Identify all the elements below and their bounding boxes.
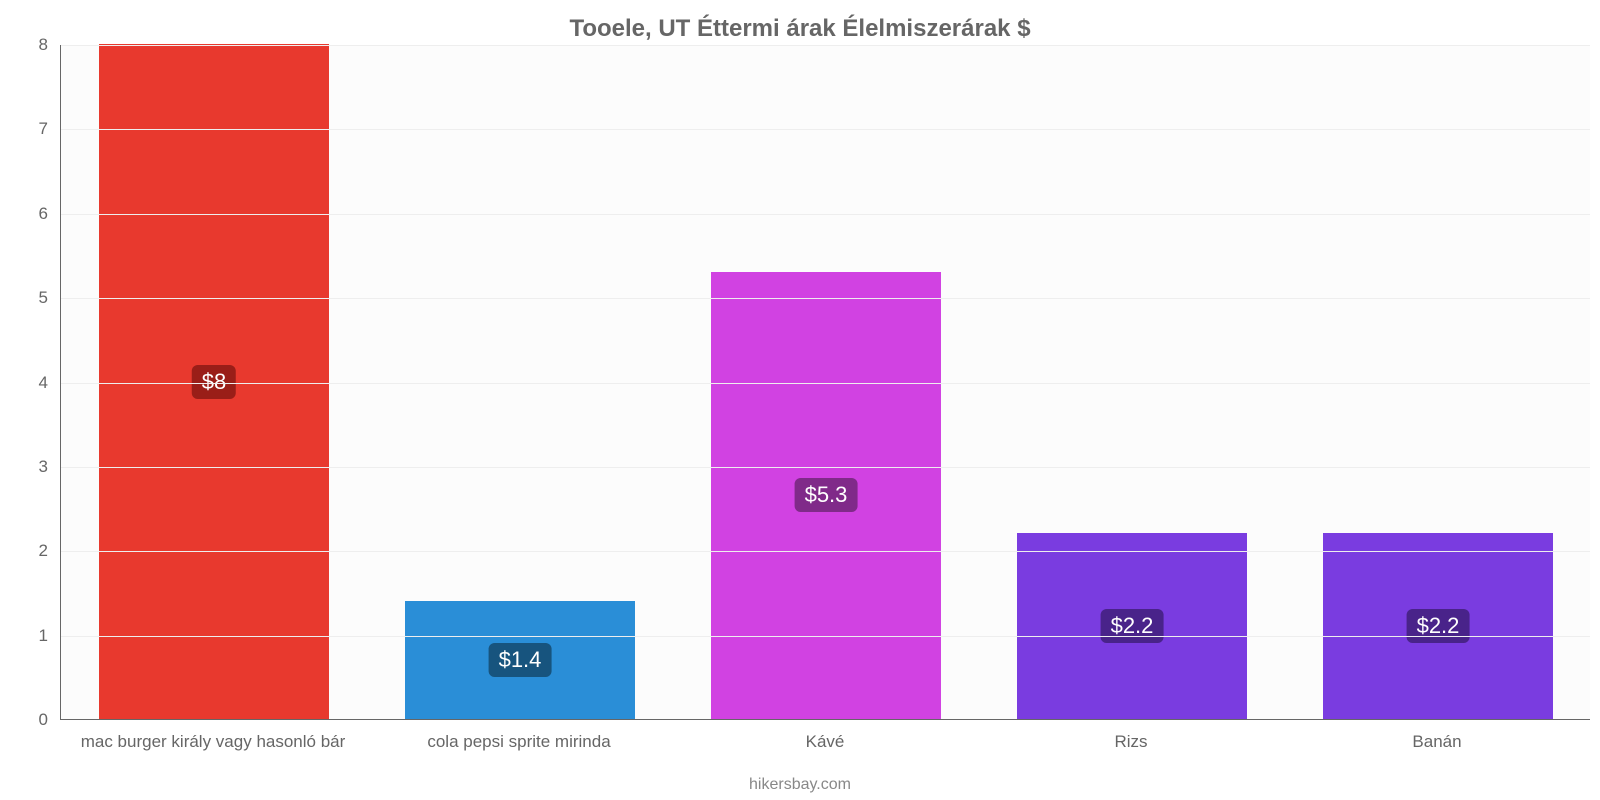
y-tick-label: 5	[0, 288, 48, 308]
gridline	[61, 551, 1590, 552]
value-badge: $1.4	[489, 643, 552, 677]
bar: $2.2	[1017, 533, 1247, 719]
y-tick-label: 6	[0, 204, 48, 224]
x-tick-label: Rizs	[1114, 732, 1147, 752]
bar: $5.3	[711, 272, 941, 719]
gridline	[61, 129, 1590, 130]
chart-footer: hikersbay.com	[0, 776, 1600, 794]
y-tick-label: 7	[0, 119, 48, 139]
x-tick-label: cola pepsi sprite mirinda	[427, 732, 610, 752]
y-tick-label: 2	[0, 541, 48, 561]
gridline	[61, 214, 1590, 215]
gridline	[61, 467, 1590, 468]
x-tick-label: Kávé	[806, 732, 845, 752]
plot-area: $8 $1.4 $5.3 $2.2 $2.2	[60, 45, 1590, 720]
value-badge: $5.3	[795, 478, 858, 512]
value-badge: $2.2	[1101, 609, 1164, 643]
bar: $8	[99, 44, 329, 719]
bar: $2.2	[1323, 533, 1553, 719]
y-tick-label: 3	[0, 457, 48, 477]
x-tick-label: mac burger király vagy hasonló bár	[81, 732, 346, 752]
value-badge: $2.2	[1407, 609, 1470, 643]
y-tick-label: 1	[0, 626, 48, 646]
bar: $1.4	[405, 601, 635, 719]
chart-title: Tooele, UT Éttermi árak Élelmiszerárak $	[0, 15, 1600, 43]
gridline	[61, 298, 1590, 299]
value-badge: $8	[192, 365, 236, 399]
x-tick-label: Banán	[1412, 732, 1461, 752]
gridline	[61, 383, 1590, 384]
y-tick-label: 0	[0, 710, 48, 730]
y-tick-label: 8	[0, 35, 48, 55]
gridline	[61, 45, 1590, 46]
price-bar-chart: Tooele, UT Éttermi árak Élelmiszerárak $…	[0, 0, 1600, 800]
gridline	[61, 636, 1590, 637]
y-tick-label: 4	[0, 373, 48, 393]
